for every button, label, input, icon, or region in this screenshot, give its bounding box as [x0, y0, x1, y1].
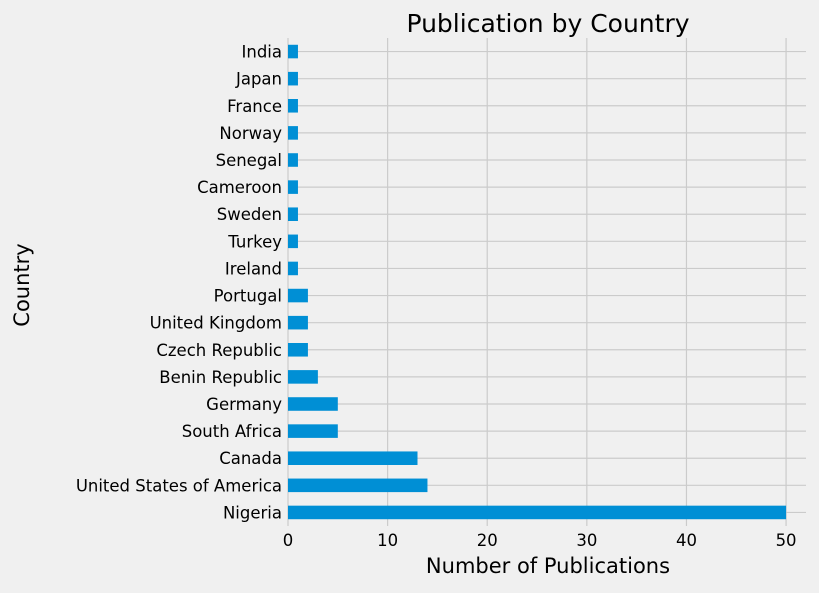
bar-sweden	[288, 207, 298, 221]
y-tick-label: Germany	[206, 395, 282, 414]
y-axis-label: Country	[10, 243, 34, 326]
bar-japan	[288, 71, 298, 86]
x-axis-label: Number of Publications	[426, 554, 670, 578]
chart-title: Publication by Country	[406, 9, 689, 38]
bar-nigeria	[288, 505, 787, 520]
y-tick-label: Czech Republic	[156, 341, 282, 360]
bar-canada	[288, 451, 418, 465]
y-tick-label: Norway	[219, 124, 282, 143]
y-tick-label: Benin Republic	[159, 368, 282, 387]
bar-cameroon	[288, 180, 298, 194]
grid-lines	[287, 38, 806, 526]
y-tick-labels: Nigeria United States of America Canada Sou…	[76, 43, 282, 523]
bar-czech-republic	[288, 343, 308, 357]
bars	[288, 44, 787, 520]
y-tick-label: Senegal	[216, 151, 282, 170]
bar-united-states-of-america	[288, 478, 428, 493]
bar-south-africa	[288, 424, 338, 438]
bar-france	[288, 99, 298, 113]
bar-united-kingdom	[288, 315, 308, 330]
y-tick-label: United States of America	[76, 476, 282, 495]
bar-ireland	[288, 261, 298, 276]
y-tick-label: Cameroon	[197, 178, 282, 197]
y-tick-label: Portugal	[214, 287, 282, 306]
x-tick-label: 20	[477, 531, 498, 550]
bar-germany	[288, 397, 338, 411]
y-tick-label: Canada	[219, 449, 282, 468]
bar-india	[288, 44, 298, 59]
y-tick-label: South Africa	[182, 422, 282, 441]
x-tick-labels: 0 10 20 30 40 50	[283, 531, 797, 550]
y-tick-label: France	[227, 97, 282, 116]
bar-norway	[288, 126, 298, 140]
x-tick-label: 40	[676, 531, 697, 550]
x-tick-label: 30	[576, 531, 597, 550]
bar-turkey	[288, 234, 298, 249]
bar-portugal	[288, 288, 308, 303]
x-tick-label: 10	[377, 531, 398, 550]
y-tick-label: Sweden	[217, 205, 282, 224]
y-tick-label: United Kingdom	[150, 314, 282, 333]
y-tick-label: Ireland	[225, 259, 282, 278]
y-tick-label: Turkey	[227, 232, 282, 251]
x-tick-label: 0	[283, 531, 294, 550]
x-tick-label: 50	[776, 531, 797, 550]
y-tick-label: India	[242, 43, 283, 62]
y-tick-label: Japan	[235, 70, 282, 89]
y-tick-label: Nigeria	[223, 503, 282, 522]
bar-senegal	[288, 153, 298, 167]
bar-benin-republic	[288, 370, 318, 384]
